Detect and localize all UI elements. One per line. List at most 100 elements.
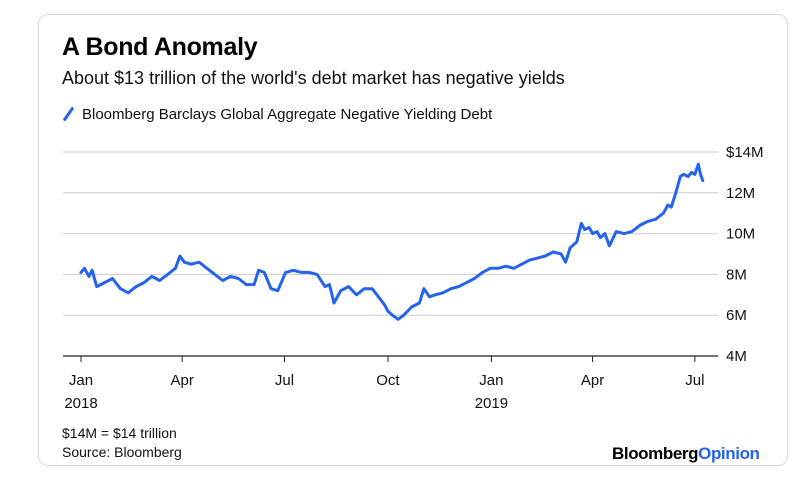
data-point [134, 285, 138, 288]
data-point [332, 301, 336, 305]
source-note: Source: Bloomberg [62, 444, 182, 460]
data-point [512, 267, 516, 270]
y-tick-label: 12M [726, 185, 755, 202]
data-point [595, 230, 599, 233]
data-point [575, 240, 578, 243]
data-point [679, 175, 682, 178]
data-point [434, 293, 437, 296]
data-point [213, 273, 216, 276]
data-point [263, 271, 266, 274]
chart-card [38, 14, 788, 466]
data-point [603, 232, 607, 235]
data-point [418, 301, 421, 305]
data-point [690, 171, 693, 174]
data-point [536, 256, 539, 260]
data-point [91, 269, 94, 272]
data-point [638, 224, 641, 227]
data-point [308, 271, 311, 274]
data-point [323, 285, 327, 288]
data-point [284, 271, 287, 274]
data-point [328, 283, 331, 286]
data-point [142, 281, 146, 284]
data-point [504, 265, 508, 268]
data-point [276, 289, 279, 292]
data-point [457, 285, 460, 288]
data-point [615, 230, 618, 233]
data-point [95, 285, 98, 288]
data-point [257, 269, 260, 272]
data-point [269, 287, 273, 290]
data-point [87, 275, 91, 278]
chart-title: A Bond Anomaly [62, 33, 258, 61]
data-point [371, 287, 374, 290]
data-point [363, 287, 366, 290]
data-point [150, 275, 153, 278]
data-point [441, 291, 445, 294]
data-point [662, 212, 665, 215]
x-tick-label: Apr [171, 372, 194, 389]
data-point [520, 263, 523, 266]
unit-footnote: $14M = $14 trillion [62, 425, 177, 441]
data-point [391, 314, 394, 317]
data-point [481, 271, 484, 274]
data-point [300, 271, 303, 274]
data-point [402, 314, 405, 317]
data-point [544, 254, 547, 258]
data-point [583, 228, 586, 231]
data-point [378, 297, 382, 301]
data-point [229, 275, 232, 278]
data-point [103, 281, 106, 284]
y-tick-label: 10M [726, 226, 755, 243]
data-point [608, 244, 611, 247]
data-point [568, 246, 572, 250]
data-point [174, 267, 177, 270]
data-point [315, 273, 319, 276]
data-point [697, 163, 700, 166]
data-point [564, 261, 567, 264]
data-point [630, 230, 634, 233]
legend-series-label: Bloomberg Barclays Global Aggregate Nega… [82, 105, 493, 123]
data-point [449, 287, 453, 290]
data-point [83, 267, 86, 270]
data-point [410, 305, 413, 309]
data-point [245, 283, 248, 286]
x-tick-year-label: 2018 [64, 395, 97, 412]
data-point [588, 226, 591, 229]
data-point [339, 289, 342, 292]
x-axis: Jan 2018 Apr Jul Oct Jan 2019 Apr Jul [64, 356, 704, 412]
data-point [646, 220, 649, 223]
x-tick-year-label: 2019 [475, 395, 508, 412]
data-point [699, 173, 702, 176]
data-point [666, 203, 670, 207]
data-point [79, 271, 83, 274]
data-point [465, 281, 468, 284]
data-point [396, 318, 400, 321]
data-point [183, 261, 186, 264]
gridlines [63, 151, 718, 357]
x-tick-label: Jan [69, 372, 93, 389]
series-layer [79, 162, 705, 321]
data-point [422, 287, 426, 290]
data-point [591, 232, 594, 235]
data-point [383, 303, 386, 307]
data-point [205, 267, 209, 270]
x-tick-label: Jul [685, 372, 704, 389]
x-tick-label: Jan [479, 372, 503, 389]
data-point [355, 293, 358, 296]
data-point [473, 277, 476, 280]
data-point [386, 309, 390, 313]
logo-main-text: Bloomberg [612, 444, 699, 463]
data-point [197, 261, 201, 264]
data-point [237, 277, 240, 280]
data-point [347, 285, 350, 288]
y-tick-label: 6M [726, 307, 747, 324]
data-point [693, 173, 697, 176]
y-tick-label: 4M [726, 348, 747, 365]
data-point [559, 252, 563, 256]
data-point [580, 222, 583, 225]
data-point [190, 263, 193, 266]
bloomberg-opinion-logo: BloombergOpinion [612, 444, 760, 464]
chart-subtitle: About $13 trillion of the world's debt m… [62, 68, 565, 88]
data-point [622, 232, 626, 235]
